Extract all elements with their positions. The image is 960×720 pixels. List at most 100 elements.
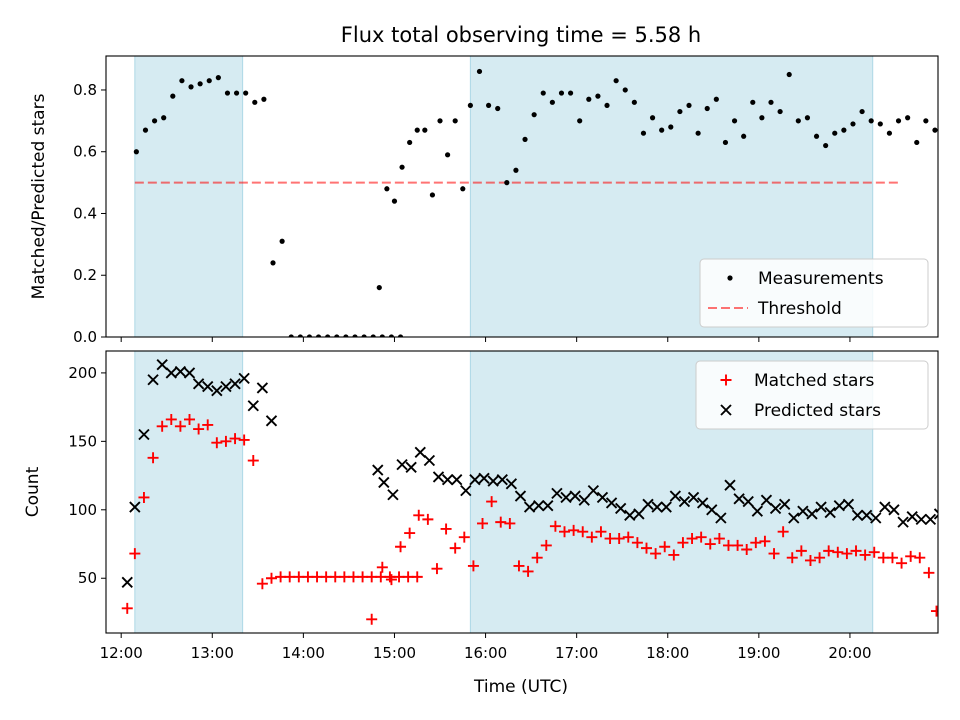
- x-tick-label: 19:00: [737, 644, 780, 662]
- predicted-stars-point: [879, 501, 891, 513]
- measurements-point: [850, 121, 856, 127]
- measurements-point: [677, 108, 683, 115]
- predicted-stars-point: [560, 491, 572, 504]
- predicted-stars-point: [432, 471, 445, 483]
- matched-stars-point: [413, 509, 425, 521]
- matched-stars-point: [930, 605, 938, 617]
- matched-stars-point: [859, 549, 871, 561]
- predicted-stars-point: [487, 475, 499, 487]
- legend: Matched stars Predicted stars: [695, 360, 929, 430]
- x-tick-label: 15:00: [373, 644, 416, 662]
- measurements-point: [197, 81, 203, 87]
- measurements-point: [334, 334, 340, 337]
- matched-stars-point: [513, 560, 525, 572]
- matched-stars-point: [156, 420, 168, 432]
- predicted-stars-point: [533, 500, 545, 512]
- predicted-stars-point: [220, 380, 232, 393]
- matched-stars-point: [896, 557, 908, 569]
- predicted-stars-point: [423, 454, 436, 467]
- matched-stars-point: [174, 420, 186, 432]
- measurements-point: [467, 102, 473, 109]
- measurements-point: [768, 99, 774, 105]
- matched-stars-point: [640, 542, 652, 554]
- measurements-point: [604, 102, 610, 109]
- measurements-point: [905, 115, 911, 121]
- measurements-point: [376, 284, 382, 291]
- predicted-stars-point: [924, 513, 937, 526]
- measurements-point: [549, 99, 555, 105]
- predicted-stars-point: [147, 374, 159, 386]
- predicted-stars-point: [441, 474, 454, 486]
- predicted-stars-point: [256, 382, 269, 394]
- measurements-point: [567, 90, 574, 96]
- matched-stars-point: [613, 533, 625, 545]
- matched-stars-point: [184, 413, 196, 425]
- matched-stars-point: [586, 531, 598, 543]
- y-tick-label: 50: [78, 569, 97, 587]
- measurements-point: [452, 118, 458, 124]
- matched-stars-point: [504, 517, 516, 529]
- matched-stars-point: [431, 563, 443, 575]
- matched-stars-point: [559, 526, 571, 538]
- plot-frame: [105, 350, 939, 634]
- predicted-stars-point: [860, 509, 873, 521]
- measurements-point: [261, 96, 267, 102]
- measurements-point: [558, 90, 565, 96]
- measurements-point: [859, 108, 865, 115]
- predicted-stars-point: [651, 501, 663, 513]
- predicted-stars-point: [953, 562, 960, 572]
- predicted-stars-point: [806, 508, 818, 520]
- predicted-stars-point: [469, 474, 481, 486]
- predicted-stars-point: [897, 516, 909, 528]
- predicted-stars-point: [451, 474, 463, 486]
- matched-stars-point: [121, 602, 133, 614]
- matched-stars-point: [568, 524, 580, 536]
- matched-stars-point: [713, 533, 725, 545]
- matched-stars-point: [495, 516, 507, 528]
- measurements-point: [495, 105, 501, 112]
- matched-stars-point: [404, 527, 416, 539]
- measurements-point: [595, 93, 601, 99]
- predicted-stars-point: [551, 487, 563, 500]
- measurements-point: [422, 127, 428, 133]
- y-tick-label: 0.8: [73, 81, 97, 99]
- measurements-point: [914, 139, 920, 146]
- y-tick-label: 200: [68, 364, 97, 382]
- measurements-point: [686, 102, 692, 109]
- measurements-point: [460, 186, 466, 192]
- matched-stars-point: [411, 571, 423, 583]
- legend-box: [699, 258, 929, 328]
- predicted-stars-point: [944, 514, 954, 524]
- y-axis-label: Count: [23, 466, 43, 517]
- predicted-stars-point: [933, 508, 938, 520]
- measurements-point: [361, 334, 367, 337]
- matched-stars-point: [940, 612, 951, 623]
- matched-stars-point: [202, 419, 214, 431]
- measurements-point: [777, 108, 783, 115]
- measurements-point: [485, 102, 492, 109]
- measurements-point: [923, 118, 929, 124]
- predicted-stars-point: [697, 497, 709, 509]
- measurements-point: [759, 115, 765, 121]
- x-tick-label: 13:00: [191, 644, 234, 662]
- legend-marker-plus: [720, 374, 732, 386]
- predicted-stars-point: [851, 509, 864, 521]
- predicted-stars-point: [460, 484, 472, 497]
- matched-stars-point: [631, 537, 643, 549]
- matched-stars-point: [395, 541, 407, 553]
- matched-stars-point: [650, 548, 662, 560]
- top-panel: 0.0 0.2 0.4 0.6 0.8 Matched/Predicted stars Me…: [29, 55, 939, 346]
- matched-stars-point: [385, 574, 397, 586]
- predicted-stars-point: [396, 458, 408, 471]
- predicted-stars-point: [156, 359, 168, 371]
- measurements-point: [388, 334, 395, 337]
- predicted-stars-point: [211, 385, 223, 397]
- legend-marker-x: [720, 404, 732, 416]
- measurements-point: [215, 75, 221, 81]
- matched-stars-point: [668, 549, 680, 561]
- data-marks: [133, 68, 938, 337]
- matched-stars-point: [704, 538, 716, 550]
- matched-stars-point: [786, 552, 798, 564]
- measurements-point: [622, 87, 628, 93]
- legend-label: Matched stars: [754, 371, 874, 391]
